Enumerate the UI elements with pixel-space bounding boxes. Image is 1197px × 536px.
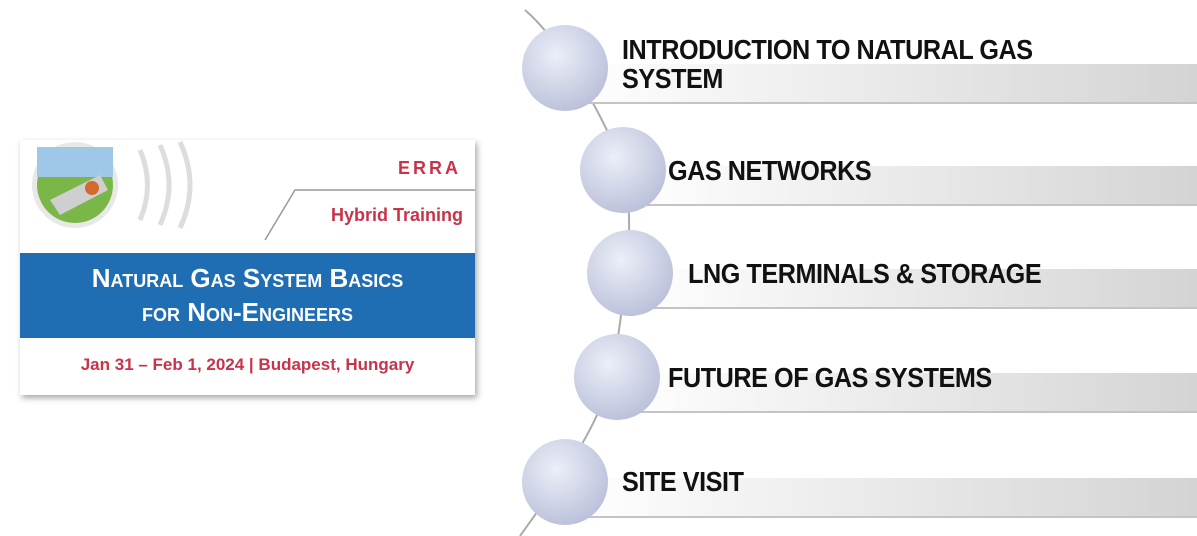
topic-bullet (522, 25, 608, 111)
course-title: Natural Gas System Basics for Non-Engine… (20, 253, 475, 338)
topic-label: GAS NETWORKS (668, 156, 1136, 185)
training-tag: Hybrid Training (331, 205, 463, 226)
topic-bullet (522, 439, 608, 525)
topic-label: INTRODUCTION TO NATURAL GAS SYSTEM (622, 35, 1126, 93)
topic-bullet (574, 334, 660, 420)
title-line: for Non-Engineers (20, 295, 475, 329)
organization-logo: ERRA (398, 158, 461, 179)
title-line: Natural Gas System Basics (20, 261, 475, 295)
date-place: Jan 31 – Feb 1, 2024 | Budapest, Hungary (20, 355, 475, 375)
topic-label: LNG TERMINALS & STORAGE (688, 259, 1138, 288)
topic-bullet (580, 127, 666, 213)
page: ERRA Hybrid Training Natural Gas System … (0, 0, 1197, 536)
topic-bullet (587, 230, 673, 316)
topic-label: FUTURE OF GAS SYSTEMS (668, 363, 1136, 392)
topic-label: SITE VISIT (622, 467, 1126, 496)
event-banner: ERRA Hybrid Training Natural Gas System … (20, 140, 475, 395)
